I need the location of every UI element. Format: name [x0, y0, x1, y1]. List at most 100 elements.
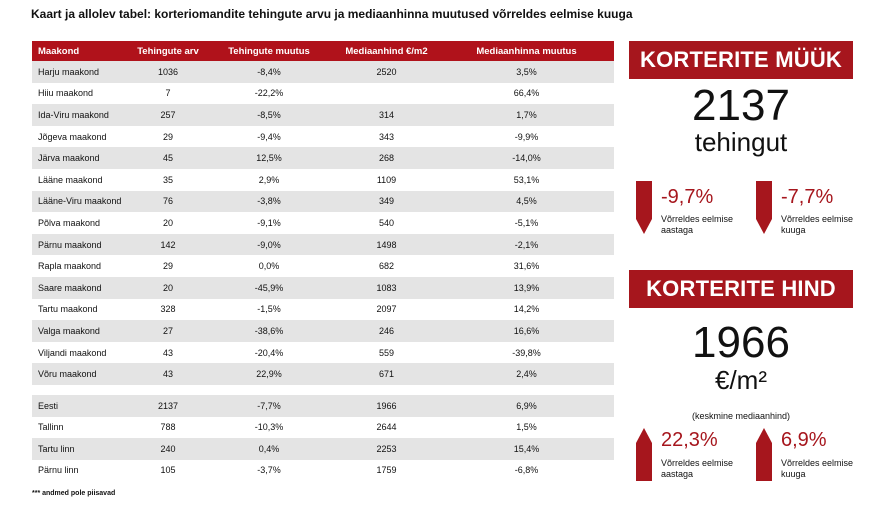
sales-change-month: -7,7%: [781, 186, 834, 208]
cell-transaction-change: -45,9%: [204, 276, 334, 299]
cell-median-price: 559: [334, 341, 439, 364]
table-row: Lääne maakond 35 2,9% 1109 53,1%: [32, 168, 614, 191]
table-row: Tallinn 788 -10,3% 2644 1,5%: [32, 416, 614, 439]
cell-median-price: 1966: [334, 394, 439, 417]
cell-median-price: 1498: [334, 233, 439, 256]
cell-transactions: 1036: [132, 61, 204, 83]
cell-median-price: 2644: [334, 416, 439, 439]
column-header-transactions: Tehingute arv: [132, 41, 204, 61]
cell-county: Tartu linn: [32, 438, 132, 460]
cell-transactions: 43: [132, 363, 204, 385]
cell-transaction-change: 0,4%: [204, 438, 334, 460]
cell-transactions: 43: [132, 341, 204, 364]
sales-change-year-caption: Võrreldes eelmise aastaga: [661, 214, 734, 235]
cell-county: Jõgeva maakond: [32, 125, 132, 148]
cell-county: Tallinn: [32, 416, 132, 439]
cell-transaction-change: 12,5%: [204, 147, 334, 169]
cell-county: Eesti: [32, 394, 132, 417]
cell-median-price-change: 14,2%: [439, 298, 614, 321]
cell-county: Lääne maakond: [32, 168, 132, 191]
cell-county: Järva maakond: [32, 147, 132, 169]
cell-median-price-change: 1,7%: [439, 104, 614, 126]
price-value: 1966: [692, 318, 790, 367]
cell-median-price-change: 4,5%: [439, 190, 614, 213]
cell-transactions: 240: [132, 438, 204, 460]
price-note: (keskmine mediaanhind): [691, 411, 791, 421]
cell-county: Tartu maakond: [32, 298, 132, 321]
table-row: Tartu maakond 328 -1,5% 2097 14,2%: [32, 298, 614, 321]
cell-median-price: 1109: [334, 168, 439, 191]
cell-transaction-change: -10,3%: [204, 416, 334, 439]
cell-transaction-change: -8,4%: [204, 61, 334, 83]
cell-transaction-change: -9,1%: [204, 212, 334, 234]
table-row: Harju maakond 1036 -8,4% 2520 3,5%: [32, 61, 614, 83]
cell-median-price: 540: [334, 212, 439, 234]
cell-median-price: 314: [334, 104, 439, 126]
cell-median-price-change: -9,9%: [439, 125, 614, 148]
cell-transactions: 257: [132, 104, 204, 126]
price-banner: KORTERITE HIND: [629, 270, 853, 308]
cell-median-price-change: -39,8%: [439, 341, 614, 364]
cell-transactions: 27: [132, 320, 204, 342]
cell-transaction-change: -22,2%: [204, 82, 334, 105]
cell-median-price-change: 6,9%: [439, 394, 614, 417]
sales-value: 2137: [692, 81, 790, 130]
cell-county: Ida-Viru maakond: [32, 104, 132, 126]
cell-transaction-change: -3,8%: [204, 190, 334, 213]
arrow-up-icon: [636, 428, 652, 481]
table-header-row: Maakond Tehingute arv Tehingute muutus M…: [32, 41, 614, 61]
table-row: Järva maakond 45 12,5% 268 -14,0%: [32, 147, 614, 169]
table-row: Võru maakond 43 22,9% 671 2,4%: [32, 363, 614, 385]
cell-median-price: 671: [334, 363, 439, 385]
cell-transactions: 29: [132, 255, 204, 277]
cell-median-price-change: 66,4%: [439, 82, 614, 105]
price-change-year-caption: Võrreldes eelmise aastaga: [661, 458, 734, 479]
cell-county: Harju maakond: [32, 61, 132, 83]
cell-transaction-change: -9,0%: [204, 233, 334, 256]
cell-county: Lääne-Viru maakond: [32, 190, 132, 213]
sales-banner: KORTERITE MÜÜK: [629, 41, 853, 79]
cell-transactions: 105: [132, 459, 204, 482]
column-header-median-price: Mediaanhind €/m2: [334, 41, 439, 61]
cell-transactions: 2137: [132, 394, 204, 417]
footnote: *** andmed pole piisavad: [32, 490, 116, 497]
cell-transaction-change: -1,5%: [204, 298, 334, 321]
cell-transactions: 788: [132, 416, 204, 439]
price-change-year: 22,3%: [661, 429, 718, 451]
cell-transaction-change: -3,7%: [204, 459, 334, 482]
column-header-median-price-change: Mediaanhinna muutus: [439, 41, 614, 61]
table-row: Põlva maakond 20 -9,1% 540 -5,1%: [32, 212, 614, 234]
cell-median-price: [334, 82, 439, 105]
cell-transactions: 7: [132, 82, 204, 105]
cell-median-price-change: -5,1%: [439, 212, 614, 234]
cell-median-price-change: -2,1%: [439, 233, 614, 256]
cell-transaction-change: -9,4%: [204, 125, 334, 148]
cell-transaction-change: 22,9%: [204, 363, 334, 385]
table-row: Ida-Viru maakond 257 -8,5% 314 1,7%: [32, 104, 614, 126]
cell-median-price: 349: [334, 190, 439, 213]
cell-transaction-change: -20,4%: [204, 341, 334, 364]
cell-transaction-change: -38,6%: [204, 320, 334, 342]
cell-median-price: 682: [334, 255, 439, 277]
cell-county: Hiiu maakond: [32, 82, 132, 105]
cell-county: Saare maakond: [32, 276, 132, 299]
cell-transactions: 45: [132, 147, 204, 169]
cell-county: Pärnu maakond: [32, 233, 132, 256]
column-header-county: Maakond: [32, 41, 132, 61]
cell-median-price: 2253: [334, 438, 439, 460]
cell-median-price-change: 16,6%: [439, 320, 614, 342]
cell-median-price-change: -14,0%: [439, 147, 614, 169]
cell-county: Valga maakond: [32, 320, 132, 342]
cell-county: Rapla maakond: [32, 255, 132, 277]
table-row: Valga maakond 27 -38,6% 246 16,6%: [32, 320, 614, 342]
table-row: Viljandi maakond 43 -20,4% 559 -39,8%: [32, 341, 614, 364]
cell-county: Viljandi maakond: [32, 341, 132, 364]
table-spacer: [32, 384, 614, 395]
cell-median-price: 268: [334, 147, 439, 169]
cell-transactions: 29: [132, 125, 204, 148]
cell-transaction-change: 2,9%: [204, 168, 334, 191]
cell-transactions: 142: [132, 233, 204, 256]
table-row: Pärnu linn 105 -3,7% 1759 -6,8%: [32, 459, 614, 482]
cell-transactions: 35: [132, 168, 204, 191]
cell-county: Pärnu linn: [32, 459, 132, 482]
